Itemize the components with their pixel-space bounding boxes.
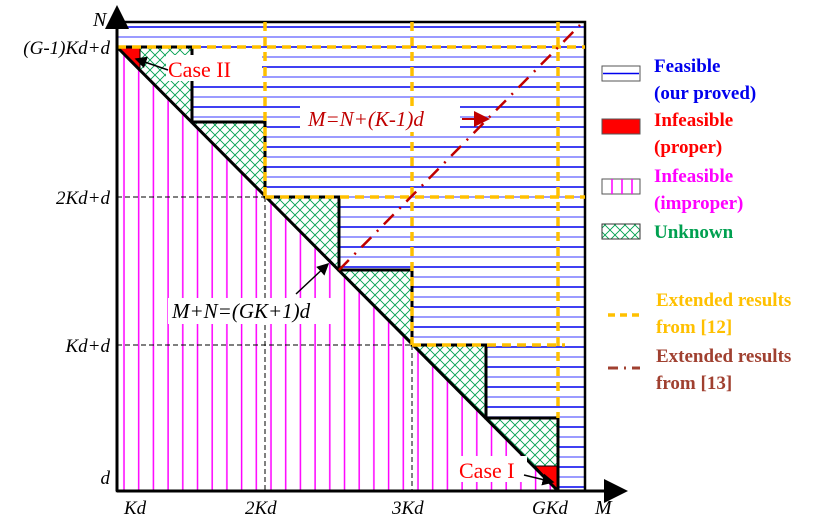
svg-text:(our proved): (our proved) xyxy=(654,83,756,104)
legend-item-infeasible-improper: Infeasible (improper) xyxy=(601,166,743,214)
y-tick-2kd-d: 2Kd+d xyxy=(56,188,110,209)
legend-item-infeasible-proper: Infeasible (proper) xyxy=(601,110,733,158)
x-tick-kd: Kd xyxy=(123,498,147,519)
guide-lines xyxy=(117,196,413,491)
svg-text:Infeasible: Infeasible xyxy=(654,166,733,187)
legend-item-feasible: Feasible (our proved) xyxy=(601,56,756,104)
y-tick-g1kd-d: (G-1)Kd+d xyxy=(23,38,110,59)
svg-text:Extended results: Extended results xyxy=(656,290,791,311)
x-tick-3kd: 3Kd xyxy=(391,498,424,519)
solid-red-swatch-icon xyxy=(601,118,641,135)
boundary-line-label: M+N=(GK+1)d xyxy=(171,299,311,323)
boundary-line-arrow xyxy=(295,262,330,295)
case2-arrow xyxy=(134,56,169,71)
case1-arrow xyxy=(523,473,555,486)
case2-label: Case II xyxy=(168,57,231,82)
svg-text:from [12]: from [12] xyxy=(656,317,732,338)
extended-results-12-lines xyxy=(117,22,585,418)
x-tick-gkd: GKd xyxy=(532,498,568,519)
svg-text:(proper): (proper) xyxy=(654,137,722,158)
x-axis-label: M xyxy=(594,497,613,519)
svg-text:Infeasible: Infeasible xyxy=(654,110,733,131)
y-axis-label: N xyxy=(92,9,108,31)
crosshatch-swatch-icon xyxy=(601,223,641,240)
extended-line-label: M=N+(K-1)d xyxy=(307,107,424,131)
vertical-lines-swatch-icon xyxy=(601,178,641,195)
legend: Feasible (our proved) Infeasible (proper… xyxy=(601,56,791,394)
y-tick-kd-d: Kd+d xyxy=(65,336,111,357)
y-tick-d: d xyxy=(101,468,111,489)
svg-text:Feasible: Feasible xyxy=(654,56,721,77)
x-tick-2kd: 2Kd xyxy=(245,498,277,519)
svg-text:from [13]: from [13] xyxy=(656,373,732,394)
extended-results-13-line xyxy=(338,24,581,271)
legend-item-extended-13: Extended results from [13] xyxy=(608,346,791,394)
legend-item-extended-12: Extended results from [12] xyxy=(608,290,791,338)
svg-text:Unknown: Unknown xyxy=(654,222,734,243)
svg-text:Extended results: Extended results xyxy=(656,346,791,367)
diagonal-boundary xyxy=(115,45,560,493)
case1-label: Case I xyxy=(459,458,515,483)
svg-text:(improper): (improper) xyxy=(654,193,743,214)
legend-item-unknown: Unknown xyxy=(601,222,734,243)
